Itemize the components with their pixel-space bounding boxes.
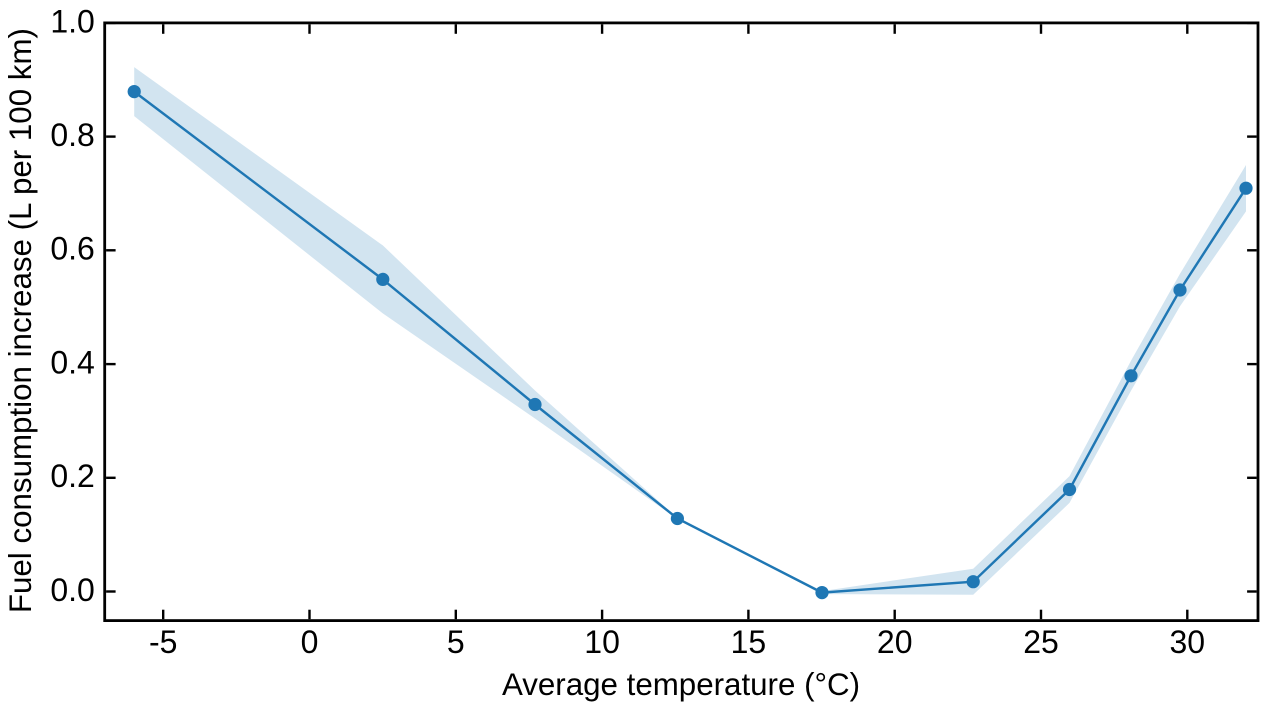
svg-text:5: 5 bbox=[447, 624, 465, 660]
svg-text:15: 15 bbox=[731, 624, 767, 660]
svg-text:0.4: 0.4 bbox=[50, 345, 94, 381]
svg-text:0.6: 0.6 bbox=[50, 231, 94, 267]
svg-text:Average temperature (°C): Average temperature (°C) bbox=[502, 667, 860, 702]
svg-text:10: 10 bbox=[584, 624, 620, 660]
svg-text:-5: -5 bbox=[149, 624, 177, 660]
svg-text:Fuel consumption increase (L p: Fuel consumption increase (L per 100 km) bbox=[3, 28, 38, 613]
svg-text:0.0: 0.0 bbox=[50, 572, 94, 608]
svg-text:0.8: 0.8 bbox=[50, 117, 94, 153]
svg-text:25: 25 bbox=[1023, 624, 1059, 660]
svg-text:30: 30 bbox=[1170, 624, 1206, 660]
svg-text:0: 0 bbox=[301, 624, 319, 660]
svg-text:1.0: 1.0 bbox=[50, 3, 94, 39]
svg-text:0.2: 0.2 bbox=[50, 458, 94, 494]
svg-text:20: 20 bbox=[877, 624, 913, 660]
